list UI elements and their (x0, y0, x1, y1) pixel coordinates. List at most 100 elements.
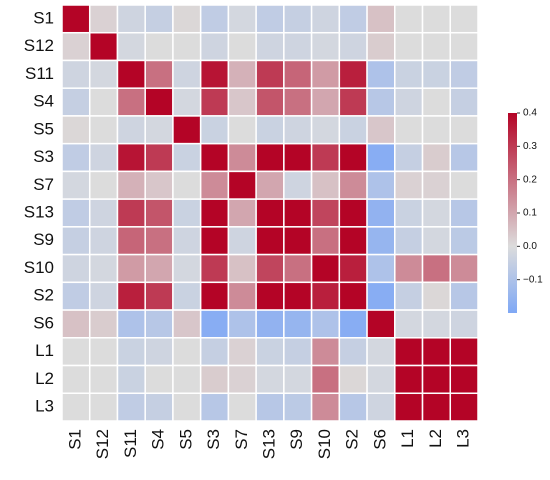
heatmap-cell (338, 4, 368, 34)
x-tick-label: S13 (259, 429, 278, 459)
heatmap-cell (366, 364, 396, 395)
x-tick-label: S10 (315, 429, 334, 459)
heatmap-cell (310, 309, 341, 339)
heatmap-cell (61, 87, 91, 117)
heatmap-cell (394, 4, 424, 34)
heatmap-cell (310, 253, 341, 284)
heatmap-cell (227, 4, 257, 34)
heatmap-cell (144, 309, 174, 339)
heatmap-cell (449, 87, 479, 117)
heatmap-cell (227, 226, 257, 256)
heatmap-cell (310, 392, 341, 422)
heatmap-cell (338, 226, 368, 256)
heatmap-cell (366, 4, 396, 34)
heatmap-cell (255, 115, 285, 145)
colorbar-tick-label: 0.3 (523, 141, 537, 152)
y-tick-label: S2 (33, 286, 54, 305)
heatmap-cell (199, 392, 230, 422)
heatmap-cell (227, 253, 257, 284)
heatmap-cell (394, 142, 424, 173)
heatmap-cell (144, 281, 174, 311)
heatmap-cell (366, 309, 396, 339)
y-tick-label: S3 (33, 147, 54, 166)
heatmap-cell (116, 170, 146, 200)
heatmap-cell (227, 87, 257, 117)
heatmap-cell (394, 337, 424, 367)
heatmap-cell (255, 142, 285, 173)
heatmap-cell (116, 59, 146, 89)
heatmap-cell (310, 170, 341, 200)
heatmap-cell (61, 4, 91, 34)
heatmap-cell (116, 253, 146, 284)
heatmap-cell (116, 4, 146, 34)
heatmap-cell (88, 198, 119, 228)
heatmap-cell (283, 170, 313, 200)
y-tick-label: S4 (33, 92, 54, 111)
heatmap-cell (144, 31, 174, 62)
heatmap-cell (421, 226, 452, 256)
heatmap-cell (394, 309, 424, 339)
heatmap-cell (394, 31, 424, 62)
heatmap-cell (283, 226, 313, 256)
heatmap-cell (338, 87, 368, 117)
heatmap-cell (283, 87, 313, 117)
heatmap-cell (227, 392, 257, 422)
y-tick-label: S5 (33, 119, 54, 138)
heatmap-cell (172, 226, 202, 256)
heatmap-cell (88, 226, 119, 256)
heatmap-cell (366, 115, 396, 145)
heatmap-cell (61, 59, 91, 89)
heatmap-cell (366, 253, 396, 284)
heatmap-cell (199, 337, 230, 367)
heatmap-cell (199, 226, 230, 256)
heatmap-cell (394, 198, 424, 228)
x-tick-label: L2 (426, 429, 445, 448)
x-tick-label: L3 (454, 429, 473, 448)
heatmap-cell (310, 281, 341, 311)
heatmap-cell (366, 226, 396, 256)
heatmap-cell (283, 337, 313, 367)
heatmap-cell (144, 170, 174, 200)
heatmap-cell (366, 31, 396, 62)
heatmap-cell (338, 31, 368, 62)
heatmap-cell (255, 226, 285, 256)
heatmap-cell (394, 226, 424, 256)
heatmap-cell (199, 253, 230, 284)
heatmap-cell (338, 281, 368, 311)
heatmap-cell (449, 392, 479, 422)
heatmap-cell (116, 392, 146, 422)
heatmap-cell (227, 364, 257, 395)
heatmap-cell (255, 31, 285, 62)
heatmap-cell (338, 142, 368, 173)
heatmap-cell (449, 281, 479, 311)
heatmap-cell (61, 253, 91, 284)
heatmap-cell (449, 309, 479, 339)
heatmap-cell (116, 142, 146, 173)
y-tick-label: S13 (24, 202, 54, 221)
heatmap-cell (310, 198, 341, 228)
y-tick-label: S12 (24, 36, 54, 55)
x-tick-label: S7 (232, 429, 251, 450)
heatmap-cell (61, 198, 91, 228)
y-tick-label: L1 (35, 341, 54, 360)
heatmap-cell (421, 31, 452, 62)
heatmap-cell (338, 392, 368, 422)
heatmap-cell (449, 115, 479, 145)
heatmap-cell (61, 170, 91, 200)
heatmap-cell (310, 364, 341, 395)
heatmap-cell (421, 170, 452, 200)
heatmap-cell (144, 392, 174, 422)
heatmap-cell (144, 4, 174, 34)
heatmap-cell (255, 392, 285, 422)
heatmap-cell (366, 170, 396, 200)
heatmap-cell (394, 364, 424, 395)
heatmap-cell (88, 115, 119, 145)
heatmap-cell (394, 87, 424, 117)
heatmap-cell (421, 115, 452, 145)
heatmap-cell (421, 59, 452, 89)
heatmap-cell (449, 31, 479, 62)
heatmap-cell (310, 115, 341, 145)
heatmap-cell (88, 364, 119, 395)
heatmap-cell (61, 142, 91, 173)
